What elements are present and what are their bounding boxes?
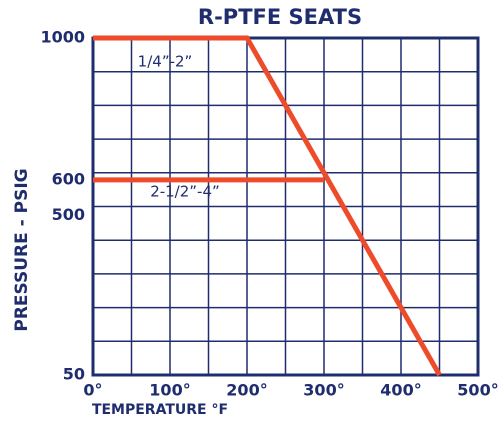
x-tick-label: 400° bbox=[380, 381, 421, 400]
y-tick-label: 50 bbox=[63, 365, 85, 384]
x-tick-label: 0° bbox=[83, 381, 102, 400]
y-axis-label: PRESSURE - PSIG bbox=[12, 168, 32, 331]
x-tick-label: 100° bbox=[149, 381, 190, 400]
y-tick-label: 600 bbox=[52, 169, 85, 188]
x-tick-label: 200° bbox=[226, 381, 267, 400]
y-tick-label: 500 bbox=[52, 205, 85, 224]
x-tick-label: 500° bbox=[457, 381, 498, 400]
chart-title: R-PTFE SEATS bbox=[198, 5, 362, 29]
series-label: 2-1/2”-4” bbox=[150, 183, 220, 201]
plot-frame bbox=[91, 36, 480, 377]
series-label: 1/4”-2” bbox=[138, 53, 193, 71]
line-series bbox=[93, 35, 442, 377]
y-tick-label: 1000 bbox=[40, 28, 85, 47]
x-tick-label: 300° bbox=[303, 381, 344, 400]
x-axis-label: TEMPERATURE °F bbox=[92, 402, 228, 418]
